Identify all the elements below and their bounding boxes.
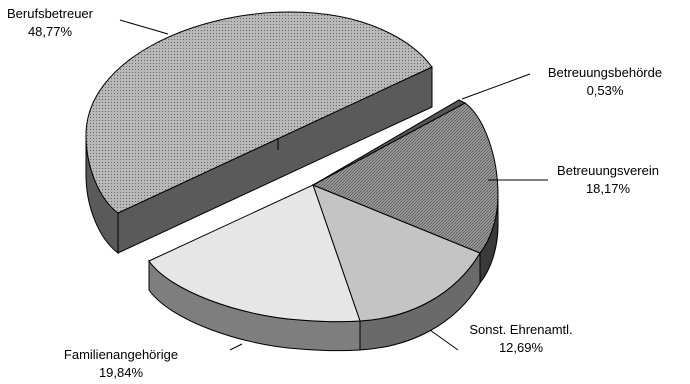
label-betreuungsverein: Betreuungsverein [557,163,659,178]
label-sonst-ehrenamtl: Sonst. Ehrenamtl. [469,322,572,337]
slice-sonst-ehrenamtl-top [312,184,481,322]
slice-berufsbetreuer-top [85,11,433,214]
label-betreuungsverein-value: 18,17% [586,181,631,196]
leader-sonst-ehrenamtl [429,329,459,351]
label-familienangehoerige: Familienangehörige [64,347,178,362]
label-berufsbetreuer: Berufsbetreuer [7,6,94,21]
slice-familienangehoerige-top [148,184,361,323]
label-betreuungsbehoerde: Betreuungsbehörde [548,65,662,80]
label-sonst-ehrenamtl-value: 12,69% [499,340,544,355]
leader-berufsbetreuer [119,19,169,35]
slice-betreuungsbehoerde-top [312,99,467,186]
slice-betreuungsverein [311,102,499,285]
leader-betreuungsbehoerde [461,73,531,100]
leader-familienangehoerige [229,343,243,351]
slice-sonst-ehrenamtl [312,184,481,351]
slice-betreuungsverein-top [311,102,499,254]
slice-berufsbetreuer [85,11,433,255]
slice-familienangehoerige [148,184,361,352]
label-familienangehoerige-value: 19,84% [99,365,144,380]
label-berufsbetreuer-value: 48,77% [28,24,73,39]
label-betreuungsbehoerde-value: 0,53% [587,83,624,98]
